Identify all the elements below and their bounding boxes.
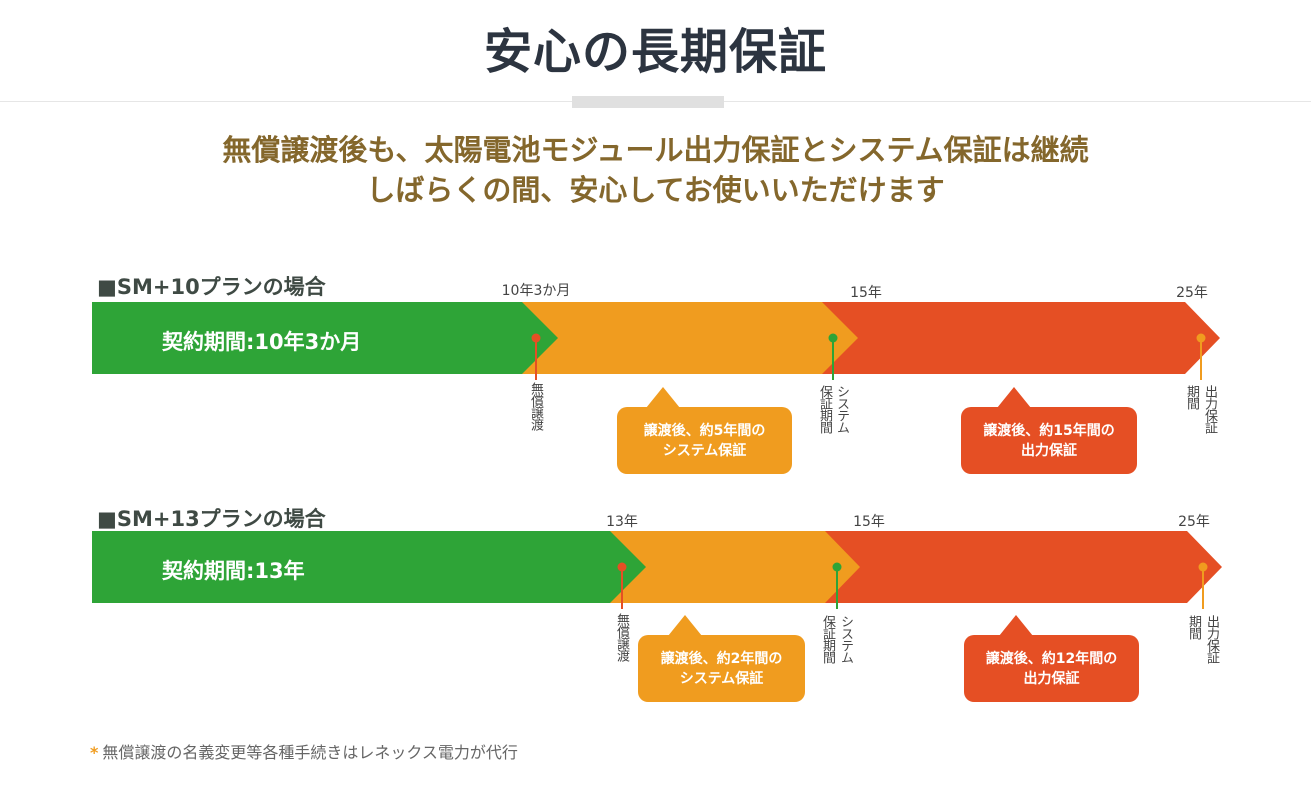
plan-1-system-callout-line2: システム保証 — [662, 442, 747, 459]
plan-1-timeline-bar — [92, 302, 1220, 380]
plan-2-output-segment — [822, 531, 1222, 603]
subtitle-line-1: 無償譲渡後も、太陽電池モジュール出力保証とシステム保証は継続 — [222, 133, 1089, 167]
plan-1-tick-transfer: 10年3か月 — [501, 283, 571, 299]
plan-1-system-label-a: システム — [834, 385, 849, 433]
plan-2-system-label-b: 保証期間 — [820, 615, 835, 663]
footnote-asterisk: * — [90, 743, 99, 762]
plan-2-contract-label: 契約期間:13年 — [162, 559, 305, 583]
plan-2-tick-transfer: 13年 — [606, 514, 638, 530]
footnote-text: 無償譲渡の名義変更等各種手続きはレネックス電力が代行 — [102, 743, 518, 762]
subtitle: 無償譲渡後も、太陽電池モジュール出力保証とシステム保証は継続 しばらくの間、安心… — [0, 130, 1311, 210]
plan-2-output-callout-line1: 譲渡後、約12年間の — [985, 650, 1118, 667]
plan-2-system-marker — [832, 562, 842, 572]
plan-1-contract-segment — [92, 302, 558, 374]
plan-1-system-segment — [520, 302, 858, 374]
plan-2-contract-segment — [92, 531, 646, 603]
plan-1-output-label-a: 出力保証 — [1202, 385, 1217, 433]
plan-1-system-label-b: 保証期間 — [817, 385, 832, 433]
plan-1-output-callout-line1: 譲渡後、約15年間の — [983, 422, 1115, 439]
plan-1-system-callout: 譲渡後、約5年間の システム保証 — [617, 387, 792, 474]
plan-1-tick-15: 15年 — [850, 285, 882, 301]
plan-1-output-segment — [820, 302, 1220, 374]
plan-2-title: ■SM+13プランの場合 — [97, 507, 326, 531]
plan-2-tick-25: 25年 — [1178, 514, 1210, 530]
plan-2-transfer-label: 無償譲渡 — [614, 613, 629, 661]
plan-2-system-callout-line1: 譲渡後、約2年間の — [660, 650, 783, 667]
plan-1-title: ■SM+10プランの場合 — [97, 275, 326, 299]
plan-2-system-callout: 譲渡後、約2年間の システム保証 — [638, 615, 805, 702]
plan-1-output-marker — [1196, 333, 1206, 343]
page-title: 安心の長期保証 — [483, 24, 827, 80]
plan-1-output-callout-line2: 出力保証 — [1021, 442, 1077, 459]
plan-1-system-marker — [828, 333, 838, 343]
plan-2-output-callout-line2: 出力保証 — [1023, 670, 1080, 687]
plan-1-transfer-label: 無償譲渡 — [528, 382, 543, 430]
plan-2-output-marker — [1198, 562, 1208, 572]
plan-1-output-label-b: 期間 — [1184, 385, 1199, 409]
plan-2-system-callout-line2: システム保証 — [679, 670, 764, 687]
plan-1-contract-label: 契約期間:10年3か月 — [162, 330, 362, 354]
plan-2-output-callout: 譲渡後、約12年間の 出力保証 — [964, 615, 1139, 702]
plan-1-tick-25: 25年 — [1176, 285, 1208, 301]
plan-2-tick-15: 15年 — [853, 514, 885, 530]
plan-2-transfer-marker — [617, 562, 627, 572]
subtitle-line-2: しばらくの間、安心してお使いいただけます — [366, 173, 945, 207]
title-accent-bar — [572, 96, 724, 108]
plan-1-transfer-marker — [531, 333, 541, 343]
plan-2-system-label-a: システム — [838, 615, 853, 663]
plan-2-output-label-a: 出力保証 — [1204, 615, 1219, 663]
footnote: * 無償譲渡の名義変更等各種手続きはレネックス電力が代行 — [90, 739, 518, 763]
plan-2-system-segment — [606, 531, 860, 603]
plan-1-system-callout-line1: 譲渡後、約5年間の — [643, 422, 766, 439]
plan-2-output-label-b: 期間 — [1186, 615, 1201, 639]
plan-2-timeline-bar — [92, 531, 1222, 609]
plan-1-output-callout: 譲渡後、約15年間の 出力保証 — [961, 387, 1137, 474]
